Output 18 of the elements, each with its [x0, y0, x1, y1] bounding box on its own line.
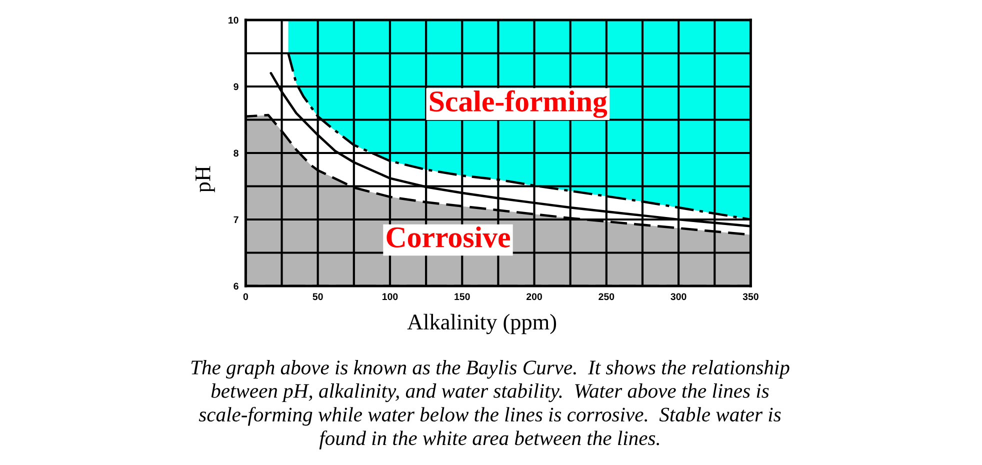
y-axis-title: pH — [196, 166, 215, 192]
annotation: Scale-forming — [430, 90, 608, 118]
x-tick-label: 150 — [454, 293, 470, 300]
x-tick-label: 0 — [243, 293, 248, 300]
y-tick-label: 7 — [234, 216, 238, 224]
x-tick-label: 350 — [742, 293, 758, 300]
x-axis-title: Alkalinity (ppm) — [407, 314, 556, 334]
y-tick-label: 6 — [234, 282, 238, 290]
text: The graph above is known as the Baylis Curve. It shows the relationship between pH, alkalinity, and water stability. Water above the lines is scale-forming while water below the lines is corrosive. Stable water is found in the white area between the lines. — [191, 360, 790, 450]
annotation: Corrosive — [386, 226, 510, 248]
x-tick-label: 300 — [670, 293, 686, 300]
x-tick-label: 250 — [598, 293, 614, 300]
x-tick-label: 100 — [382, 293, 398, 300]
y-tick-label: 10 — [228, 16, 238, 24]
x-tick-label: 50 — [312, 293, 323, 300]
y-tick-label: 9 — [234, 83, 238, 90]
x-tick-label: 200 — [526, 293, 542, 300]
y-tick-label: 8 — [234, 150, 238, 157]
